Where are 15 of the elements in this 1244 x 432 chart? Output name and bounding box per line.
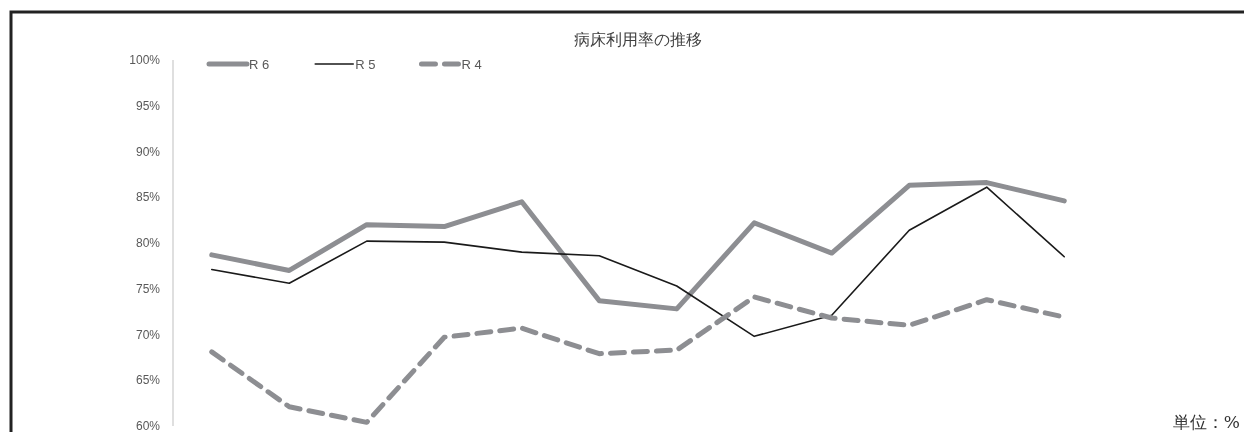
y-tick-label: 60% — [135, 419, 161, 432]
y-tick-label: 70% — [135, 327, 161, 342]
legend-label: R 6 — [249, 57, 270, 72]
y-tick-label: 85% — [135, 190, 161, 205]
legend-label: R 4 — [461, 57, 482, 72]
y-tick-label: 95% — [135, 98, 161, 113]
y-tick-label: 75% — [135, 281, 161, 296]
chart-title: 病床利用率の推移 — [574, 31, 702, 48]
line-series — [210, 186, 1066, 338]
y-tick-label: 90% — [135, 144, 161, 159]
y-tick-label: 80% — [135, 236, 161, 250]
text: 単位：% — [1172, 412, 1240, 432]
y-tick-label: 65% — [135, 373, 161, 388]
y-tick-label: 100% — [129, 53, 161, 67]
legend-label: R 5 — [355, 57, 376, 72]
